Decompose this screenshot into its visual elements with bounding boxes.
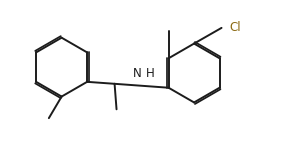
Text: Cl: Cl (229, 21, 241, 34)
Text: N: N (133, 67, 142, 81)
Text: H: H (146, 67, 155, 81)
